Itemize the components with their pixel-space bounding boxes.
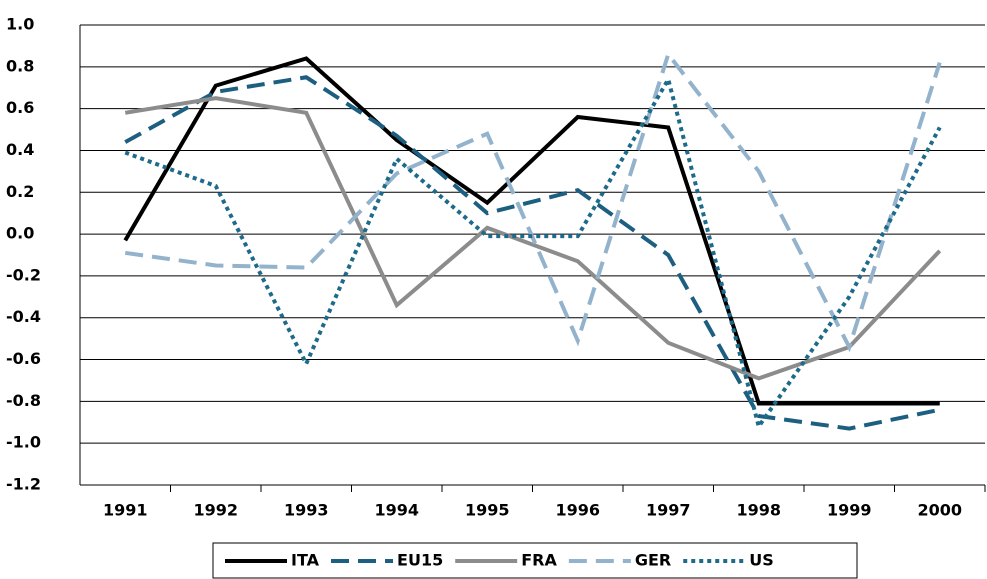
x-tick-label: 2000	[917, 501, 962, 520]
y-tick-label: -0.8	[6, 391, 41, 410]
legend-label: ITA	[291, 551, 320, 570]
x-tick-label: 1994	[374, 501, 419, 520]
x-tick-label: 1992	[193, 501, 238, 520]
y-tick-label: -0.2	[6, 265, 41, 284]
y-tick-label: 0.6	[6, 98, 34, 117]
series-line	[124, 50, 942, 353]
y-tick-label: -0.6	[6, 349, 41, 368]
legend-label: GER	[635, 551, 671, 570]
y-tick-label: 0.2	[6, 182, 34, 201]
y-tick-label: 0.8	[6, 56, 34, 75]
x-tick-label: 1996	[555, 501, 600, 520]
y-tick-label: 1.0	[6, 15, 34, 34]
y-tick-label: 0.0	[6, 224, 34, 243]
series-line	[123, 56, 940, 406]
y-tick-label: -1.2	[6, 475, 41, 494]
y-tick-label: 0.4	[6, 140, 34, 159]
x-tick-label: 1999	[827, 501, 872, 520]
y-tick-label: -0.4	[6, 307, 41, 326]
x-tick-label: 1998	[736, 501, 781, 520]
legend-box	[212, 542, 858, 579]
x-tick-label: 1995	[465, 501, 510, 520]
series-line	[124, 75, 941, 431]
x-tick-label: 1997	[646, 501, 691, 520]
x-tick-label: 1991	[103, 501, 148, 520]
x-tick-label: 1993	[284, 501, 329, 520]
legend-label: US	[749, 551, 774, 570]
legend-label: FRA	[521, 551, 557, 570]
y-tick-label: -1.0	[6, 433, 41, 452]
legend-label: EU15	[397, 551, 443, 570]
series-line	[124, 74, 942, 432]
